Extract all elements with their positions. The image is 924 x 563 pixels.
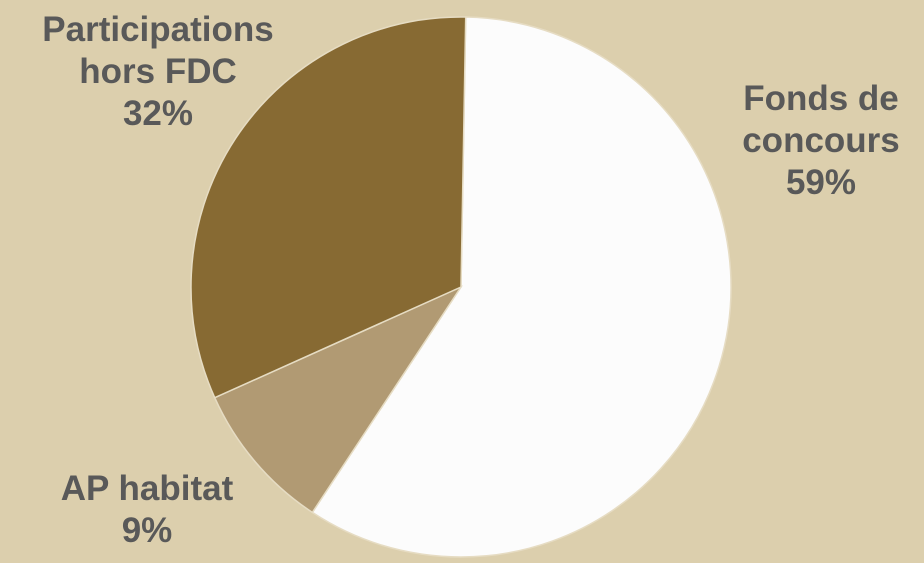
slice-name-line: Fonds de [743, 79, 899, 118]
slice-label-participations-hors-fdc: Participations hors FDC 32% [42, 10, 273, 133]
slice-percent: 59% [786, 163, 856, 202]
slice-name-line: concours [742, 121, 900, 160]
slice-name-line: hors FDC [79, 52, 237, 91]
slice-label-fonds-de-concours: Fonds de concours 59% [742, 79, 900, 202]
slice-percent: 32% [123, 94, 193, 133]
slice-name-line: AP habitat [61, 469, 234, 508]
slice-percent: 9% [122, 511, 173, 550]
slice-name-line: Participations [42, 10, 273, 49]
pie-slices [191, 17, 731, 557]
slice-label-ap-habitat: AP habitat 9% [61, 469, 234, 550]
